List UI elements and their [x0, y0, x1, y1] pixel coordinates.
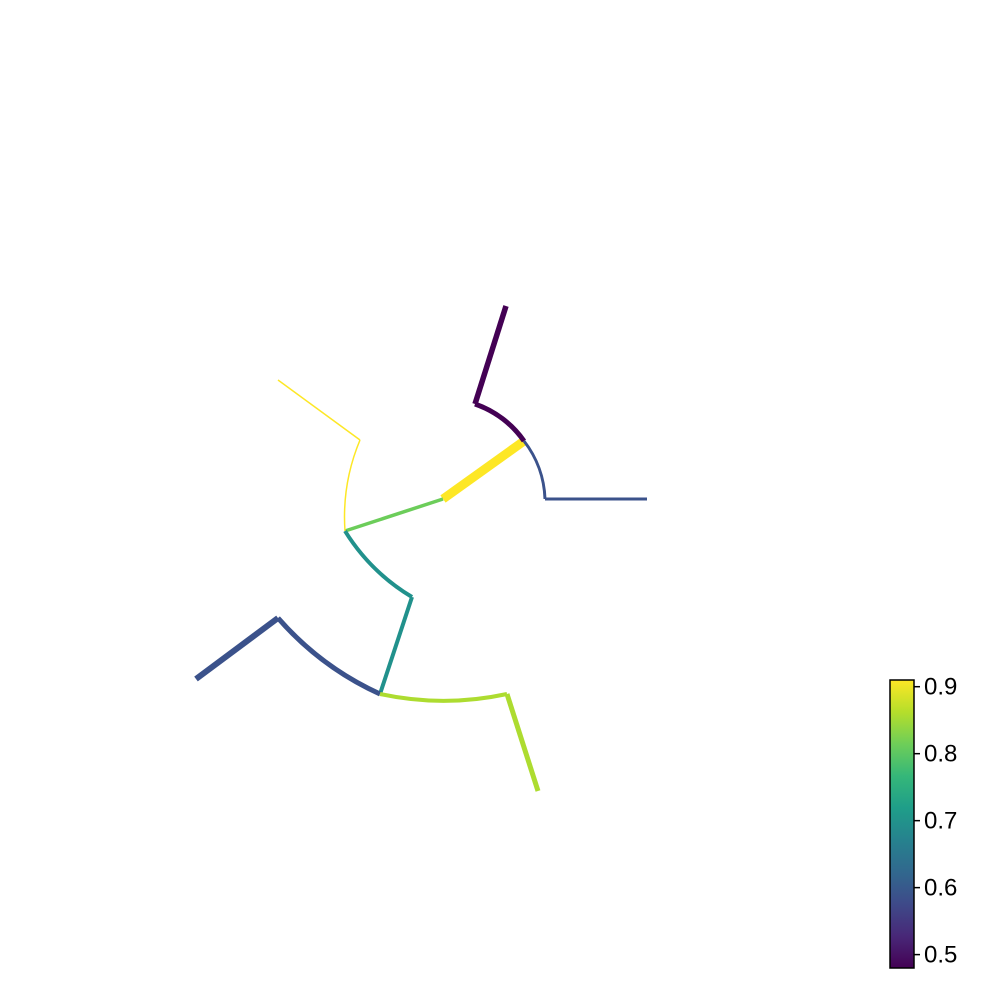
branch-right-arc — [522, 440, 547, 500]
branch-top-leaf — [472, 305, 509, 405]
branch-center-link — [440, 437, 527, 503]
branch-bottom-arc — [379, 692, 508, 703]
colorbar-tick-label: 0.7 — [924, 808, 957, 835]
branch-lower-link — [378, 596, 414, 695]
colorbar: 0.5 0.6 0.7 0.8 0.9 — [889, 674, 957, 969]
branch-upper-left-arc — [343, 439, 361, 532]
branch-bottom-leaf — [504, 693, 541, 792]
branch-top-arc — [474, 401, 527, 443]
colorbar-ticks: 0.5 0.6 0.7 0.8 0.9 — [914, 674, 957, 969]
colorbar-tick-label: 0.8 — [924, 741, 957, 768]
branch-left-leaf — [194, 615, 280, 682]
branch-left-arc — [276, 616, 382, 697]
branch-mid-link — [344, 497, 444, 533]
dendrogram-branches — [194, 305, 647, 792]
colorbar-tick-label: 0.9 — [924, 674, 957, 701]
branch-lower-arc — [343, 529, 414, 599]
branch-upper-left-leaf — [277, 379, 361, 441]
colorbar-tick-label: 0.6 — [924, 875, 957, 902]
colorbar-gradient — [889, 679, 915, 969]
colorbar-tick-label: 0.5 — [924, 942, 957, 969]
